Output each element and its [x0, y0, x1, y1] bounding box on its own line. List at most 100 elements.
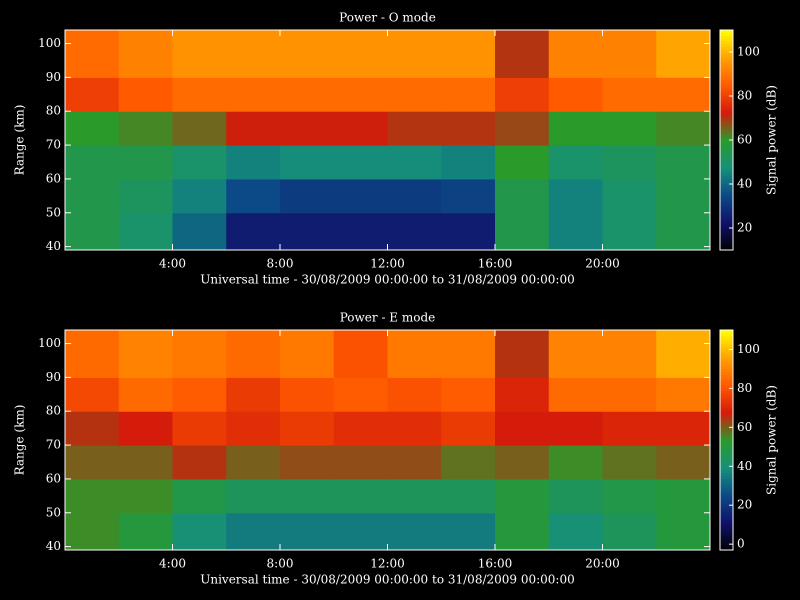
colorbar-segment [720, 148, 733, 152]
heatmap-cell [441, 178, 496, 214]
colorbar-segment [720, 46, 733, 50]
colorbar-segment [720, 206, 733, 210]
colorbar-segment [720, 225, 733, 229]
colorbar-segment [720, 35, 733, 39]
heatmap-cell [118, 377, 173, 412]
colorbar-segment [720, 195, 733, 199]
colorbar-segment [720, 382, 733, 386]
y-tick-label: 80 [46, 104, 61, 118]
colorbar-segment [720, 109, 733, 113]
colorbar-segment [720, 431, 733, 435]
colorbar-segment [720, 96, 733, 100]
colorbar-segment [720, 352, 733, 356]
y-tick-label: 50 [46, 505, 61, 519]
colorbar-segment [720, 341, 733, 345]
heatmap-cell [495, 445, 550, 480]
heatmap-cell [656, 377, 711, 412]
colorbar-segment [720, 60, 733, 64]
colorbar-segment [720, 162, 733, 166]
colorbar-segment [720, 142, 733, 146]
colorbar-segment [720, 484, 733, 488]
heatmap-cell [280, 145, 335, 180]
heatmap-cell [387, 111, 442, 146]
colorbar-segment [720, 332, 733, 336]
y-axis-label: Range (km) [13, 405, 27, 476]
colorbar-tick-label: 100 [737, 342, 760, 356]
colorbar-segment [720, 398, 733, 402]
colorbar-segment [720, 54, 733, 58]
colorbar-segment [720, 104, 733, 108]
colorbar-segment [720, 393, 733, 397]
heatmap-cell [118, 111, 173, 146]
colorbar-segment [720, 186, 733, 190]
y-axis-label: Range (km) [13, 105, 27, 176]
colorbar-tick-label: 40 [737, 177, 752, 191]
heatmap-cell [441, 212, 496, 251]
colorbar-frame [719, 329, 734, 551]
colorbar-segment [720, 363, 733, 367]
colorbar-segment [720, 379, 733, 383]
heatmap-cell [548, 178, 603, 214]
colorbar-segment [720, 192, 733, 196]
heatmap-cell [65, 330, 120, 378]
heatmap-cell [226, 330, 281, 378]
colorbar-segment [720, 338, 733, 342]
colorbar-segment [720, 371, 733, 375]
x-tick-label: 20:00 [585, 557, 620, 571]
heatmap-cell [602, 111, 657, 146]
colorbar-segment [720, 486, 733, 490]
heatmap-cell [65, 145, 120, 180]
colorbar-segment [720, 233, 733, 237]
colorbar-segment [720, 153, 733, 157]
y-tick-label: 70 [46, 138, 61, 152]
colorbar-segment [720, 495, 733, 499]
heatmap-cell [548, 330, 603, 378]
heatmap-cell [226, 77, 281, 112]
colorbar-segment [720, 442, 733, 446]
x-tick-label: 8:00 [267, 257, 294, 271]
colorbar-segment [720, 396, 733, 400]
heatmap-cell [226, 377, 281, 412]
heatmap-cell [495, 30, 550, 78]
heatmap-cell [548, 111, 603, 146]
colorbar-tick-label: 20 [737, 498, 752, 512]
colorbar-segment [720, 197, 733, 201]
heatmap-cell [333, 512, 388, 551]
colorbar-segment [720, 189, 733, 193]
colorbar-segment [720, 76, 733, 80]
colorbar-segment [720, 101, 733, 105]
colorbar-segment [720, 404, 733, 408]
colorbar-segment [720, 376, 733, 380]
colorbar-segment [720, 217, 733, 221]
colorbar-segment [720, 134, 733, 138]
heatmap-cell [172, 377, 227, 412]
colorbar-segment [720, 85, 733, 89]
heatmap-cell [495, 478, 550, 514]
colorbar-segment [720, 412, 733, 416]
heatmap-cell [333, 445, 388, 480]
colorbar-segment [720, 445, 733, 449]
heatmap-cell [280, 178, 335, 214]
x-axis-label: Universal time - 30/08/2009 00:00:00 to … [200, 273, 575, 287]
heatmap-cell [65, 377, 120, 412]
colorbar-segment [720, 360, 733, 364]
x-tick-label: 4:00 [159, 557, 186, 571]
heatmap-cell [656, 145, 711, 180]
colorbar-segment [720, 115, 733, 119]
colorbar-segment [720, 343, 733, 347]
colorbar-segment [720, 167, 733, 171]
colorbar-segment [720, 181, 733, 185]
heatmap-cell [602, 512, 657, 551]
colorbar-segment [720, 200, 733, 204]
colorbar-segment [720, 330, 733, 334]
colorbar-segment [720, 434, 733, 438]
colorbar-segment [720, 211, 733, 215]
colorbar-segment [720, 175, 733, 179]
heatmap-cell [602, 145, 657, 180]
heatmap-cell [656, 77, 711, 112]
colorbar-segment [720, 173, 733, 177]
colorbar-segment [720, 470, 733, 474]
heatmap-cell [280, 411, 335, 446]
heatmap-cell [548, 145, 603, 180]
heatmap-cell [172, 212, 227, 251]
